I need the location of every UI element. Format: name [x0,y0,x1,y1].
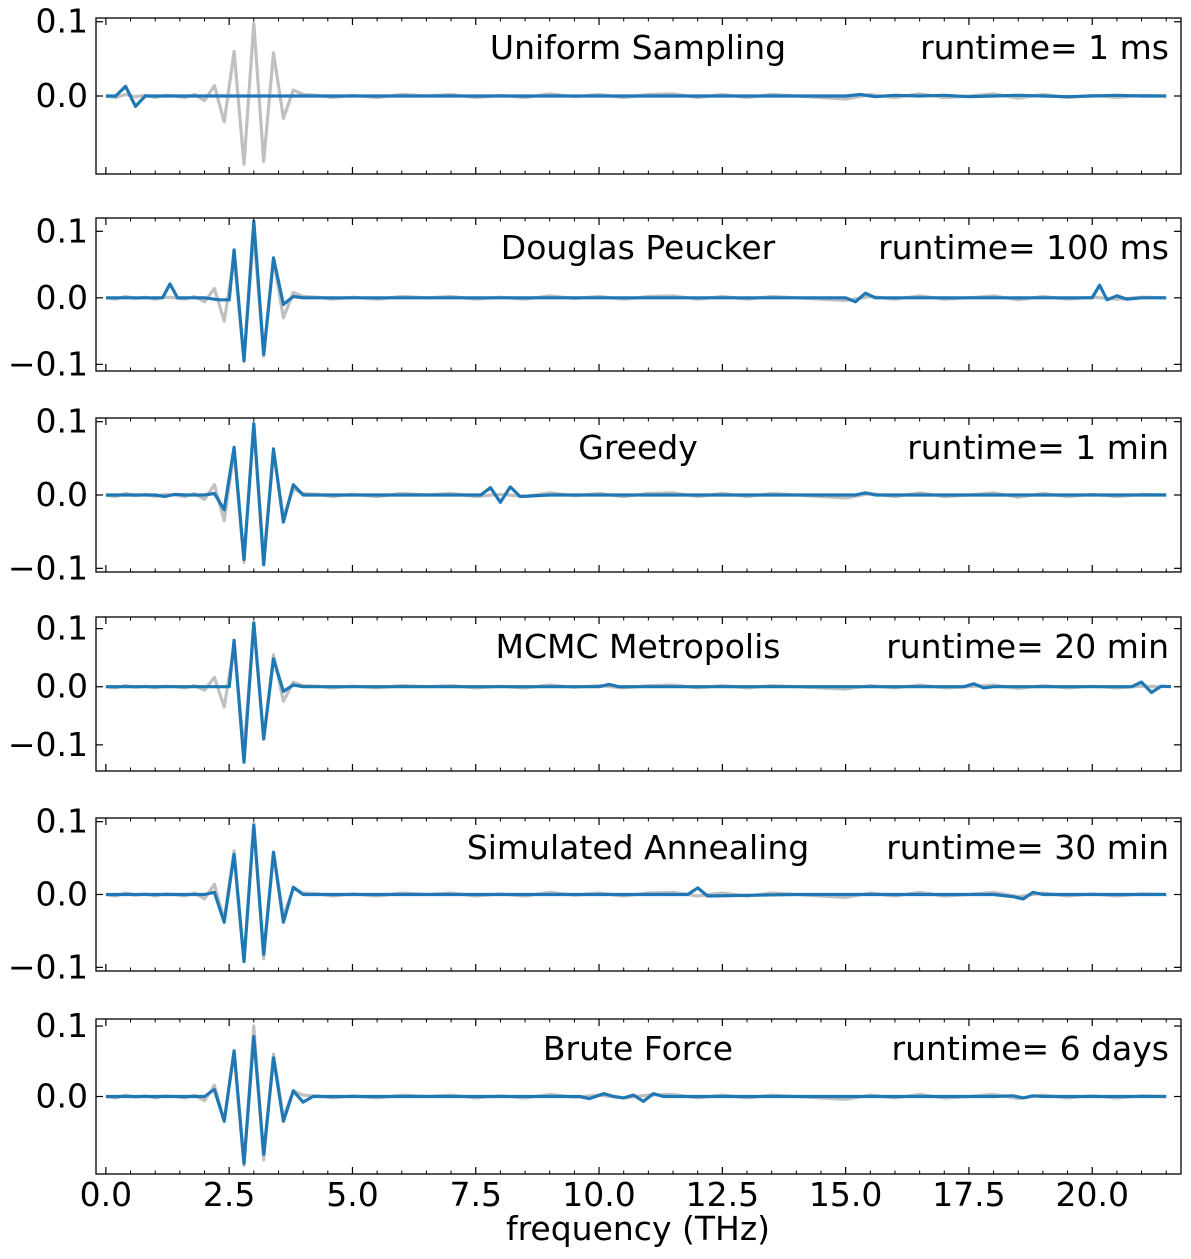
y-tick-label: 0.0 [36,667,88,706]
subplot-2: −0.1 0.0 0.1 Douglas Peucker runtime= 100 ms [8,211,1182,383]
x-tick-label: 12.5 [686,1175,759,1214]
reconstruction-series-line [105,84,1167,108]
reconstruction-series-line [105,1035,1167,1165]
y-tick-label: 0.1 [36,2,88,41]
panel-title: MCMC Metropolis [496,627,781,666]
panel-title: Uniform Sampling [490,28,786,67]
subplot-3: −0.1 0.0 0.1 Greedy runtime= 1 min [8,402,1182,587]
x-axis-label: frequency (THz) [506,1209,770,1248]
plot-area [105,1024,1167,1168]
runtime-label: runtime= 6 days [892,1029,1169,1068]
x-tick-label: 20.0 [1055,1175,1128,1214]
x-tick-label: 15.0 [809,1175,882,1214]
plot-area [105,621,1172,764]
runtime-label: runtime= 30 min [886,828,1169,867]
panel-title: Brute Force [543,1029,733,1068]
y-tick-label: 0.1 [36,211,88,250]
y-tick-label: 0.0 [36,76,88,115]
y-tick-label: −0.1 [8,725,88,764]
x-tick-label: 17.5 [932,1175,1005,1214]
runtime-label: runtime= 1 min [907,428,1169,467]
y-tick-label: 0.0 [36,278,88,317]
reconstruction-series-line [105,621,1172,764]
y-tick-label: 0.1 [36,802,88,841]
x-tick-label: 7.5 [450,1175,502,1214]
y-tick-label: −0.1 [8,548,88,587]
runtime-label: runtime= 1 ms [920,28,1169,67]
panel-title: Douglas Peucker [501,228,776,267]
y-tick-label: 0.1 [36,609,88,648]
axes-frame [95,616,1182,772]
plot-area [105,821,1167,964]
x-tick-label: 2.5 [203,1175,255,1214]
y-tick-label: 0.1 [36,402,88,441]
subplot-6: 0.0 0.1 Brute Force runtime= 6 days 0.0 2.5 5.… [36,1006,1182,1214]
y-tick-label: −0.1 [8,947,88,986]
x-tick-label: 10.0 [562,1175,635,1214]
axes-frame [95,217,1182,372]
panel-title: Greedy [578,428,698,467]
y-tick-label: 0.0 [36,475,88,514]
subplot-1: 0.0 0.1 Uniform Sampling runtime= 1 ms [36,2,1182,175]
plot-area [105,21,1167,166]
y-tick-label: 0.0 [36,1077,88,1116]
y-tick-label: −0.1 [8,344,88,383]
x-tick-label: 5.0 [326,1175,378,1214]
reconstruction-series-line [105,219,1167,363]
subplot-4: −0.1 0.0 0.1 MCMC Metropolis runtime= 20 min [8,609,1182,772]
subplot-5: −0.1 0.0 0.1 Simulated Annealing runtime= 30… [8,802,1182,986]
runtime-label: runtime= 100 ms [878,228,1169,267]
plot-area [105,219,1167,363]
reconstruction-series-line [105,422,1167,567]
panel-title: Simulated Annealing [467,828,809,867]
reconstruction-series-line [105,823,1167,964]
plot-area [105,421,1167,567]
runtime-label: runtime= 20 min [886,627,1169,666]
y-tick-label: 0.1 [36,1006,88,1045]
x-tick-label: 0.0 [80,1175,132,1214]
y-tick-label: 0.0 [36,875,88,914]
